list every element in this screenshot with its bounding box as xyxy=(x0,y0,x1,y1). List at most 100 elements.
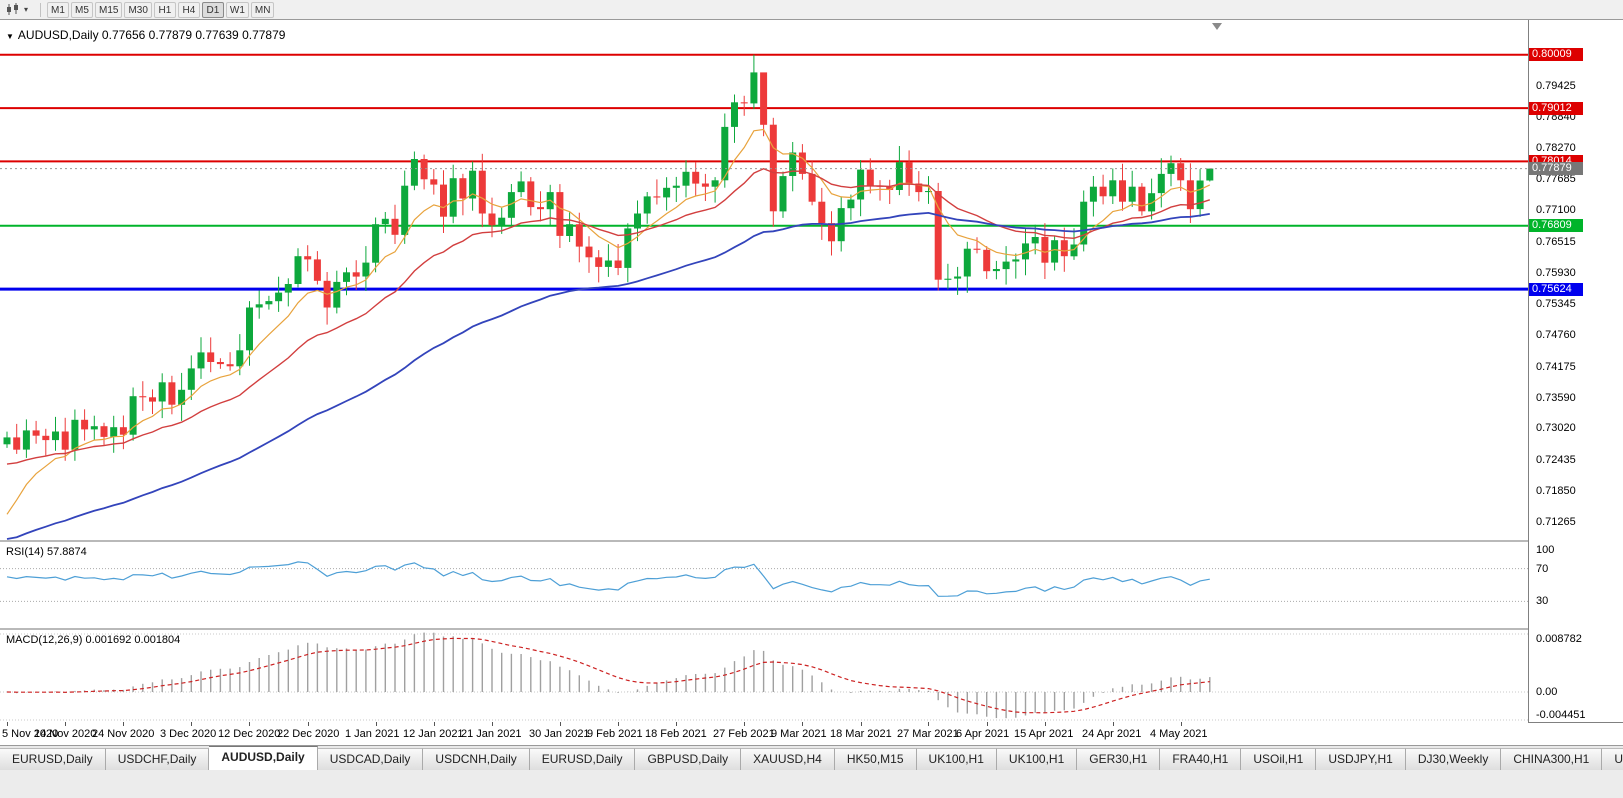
rsi-indicator-pane[interactable] xyxy=(0,542,1528,628)
macd-label: MACD(12,26,9) 0.001692 0.001804 xyxy=(6,634,181,646)
price-tick-label: 0.76515 xyxy=(1536,236,1576,248)
chart-tab[interactable]: EURUSD,Daily xyxy=(529,748,636,770)
date-tick-mark xyxy=(744,722,745,726)
rsi-tick-label: 100 xyxy=(1536,544,1555,556)
timeframe-button-mn[interactable]: MN xyxy=(250,1,275,18)
date-tick-label: 27 Feb 2021 xyxy=(713,728,775,740)
macd-indicator-pane[interactable] xyxy=(0,630,1528,722)
chart-tab[interactable]: USDCHF,Daily xyxy=(105,748,210,770)
date-tick-mark xyxy=(249,722,250,726)
chart-tab[interactable]: USDCAD,Daily xyxy=(317,748,424,770)
pane-splitter[interactable] xyxy=(0,628,1623,630)
date-tick-mark xyxy=(65,722,66,726)
date-tick-mark xyxy=(308,722,309,726)
symbol-ohlc-text: AUDUSD,Daily 0.77656 0.77879 0.77639 0.7… xyxy=(17,28,286,42)
toolbar: ▾ M1 M5 M15 M30 H1 H4 D1 W1 MN xyxy=(0,0,1623,20)
chart-tab-bar: EURUSD,Daily USDCHF,Daily AUDUSD,Daily USDC… xyxy=(0,745,1623,770)
symbol-dropdown-icon[interactable]: ▼ xyxy=(6,32,14,41)
rsi-tick-label: 70 xyxy=(1536,563,1549,575)
resistance-price-badge: 0.79012 xyxy=(1529,102,1583,115)
candles xyxy=(3,54,1214,461)
date-tick-mark xyxy=(434,722,435,726)
chart-shift-marker[interactable] xyxy=(1212,23,1222,30)
date-tick-mark xyxy=(7,722,8,726)
date-tick-label: 22 Dec 2020 xyxy=(277,728,340,740)
date-tick-label: 6 Apr 2021 xyxy=(956,728,1010,740)
date-tick-mark xyxy=(1045,722,1046,726)
date-tick-label: 9 Feb 2021 xyxy=(587,728,643,740)
rsi-label: RSI(14) 57.8874 xyxy=(6,546,87,558)
chart-tab[interactable]: EURUSD,Daily xyxy=(0,748,106,770)
timeframe-button-m5[interactable]: M5 xyxy=(71,1,93,18)
date-tick-label: 21 Jan 2021 xyxy=(461,728,522,740)
toolbar-separator xyxy=(40,2,41,17)
chart-tab[interactable]: DJ30,Weekly xyxy=(1405,748,1502,770)
date-tick-mark xyxy=(1113,722,1114,726)
price-tick-label: 0.79425 xyxy=(1536,80,1576,92)
date-tick-mark xyxy=(123,722,124,726)
current-price-badge: 0.77879 xyxy=(1529,162,1583,175)
chart-tab[interactable]: UK100,H1 xyxy=(996,748,1078,770)
price-tick-label: 0.75345 xyxy=(1536,298,1576,310)
chart-tab[interactable]: UK100,H1 xyxy=(916,748,997,770)
date-tick-label: 18 Mar 2021 xyxy=(830,728,892,740)
chart-tab[interactable]: CHINA300,H1 xyxy=(1501,748,1603,770)
date-tick-mark xyxy=(676,722,677,726)
timeframe-button-h1[interactable]: H1 xyxy=(153,1,176,18)
price-tick-label: 0.74175 xyxy=(1536,361,1576,373)
date-tick-mark xyxy=(191,722,192,726)
timeframe-button-m1[interactable]: M1 xyxy=(47,1,69,18)
support-price-badge: 0.75624 xyxy=(1529,283,1583,296)
price-tick-label: 0.75930 xyxy=(1536,267,1576,279)
date-tick-label: 14 Nov 2020 xyxy=(34,728,97,740)
chart-tab[interactable]: U xyxy=(1602,748,1623,770)
date-tick-label: 30 Jan 2021 xyxy=(529,728,590,740)
chart-tab[interactable]: HK50,M15 xyxy=(834,748,917,770)
macd-tick-label: 0.008782 xyxy=(1536,633,1582,645)
date-tick-label: 1 Jan 2021 xyxy=(345,728,400,740)
price-tick-label: 0.77685 xyxy=(1536,173,1576,185)
date-tick-label: 3 Dec 2020 xyxy=(160,728,217,740)
pane-splitter[interactable] xyxy=(0,540,1623,542)
date-tick-label: 12 Dec 2020 xyxy=(218,728,281,740)
chart-tab[interactable]: USDCNH,Daily xyxy=(423,748,530,770)
date-tick-mark xyxy=(861,722,862,726)
date-tick-label: 9 Mar 2021 xyxy=(771,728,827,740)
date-tick-label: 24 Nov 2020 xyxy=(92,728,155,740)
price-chart-pane[interactable] xyxy=(0,20,1528,540)
chart-dropdown-icon[interactable]: ▾ xyxy=(24,5,29,14)
ma-mid-line xyxy=(6,167,1211,465)
price-tick-label: 0.71850 xyxy=(1536,485,1576,497)
ma-fast-line xyxy=(6,128,1211,515)
date-tick-mark xyxy=(376,722,377,726)
timeframe-button-d1[interactable]: D1 xyxy=(201,1,224,18)
macd-tick-label: -0.004451 xyxy=(1536,709,1586,721)
time-axis[interactable]: 5 Nov 2020 14 Nov 2020 24 Nov 2020 3 Dec 20… xyxy=(0,722,1528,745)
chart-tab[interactable]: GBPUSD,Daily xyxy=(635,748,742,770)
price-tick-label: 0.77100 xyxy=(1536,204,1576,216)
date-tick-mark xyxy=(1181,722,1182,726)
chart-tab[interactable]: AUDUSD,Daily xyxy=(209,746,318,770)
chart-tab[interactable]: XAUUSD,H4 xyxy=(741,748,835,770)
price-tick-label: 0.71265 xyxy=(1536,516,1576,528)
chart-tab[interactable]: USOil,H1 xyxy=(1241,748,1317,770)
price-tick-label: 0.73020 xyxy=(1536,422,1576,434)
macd-tick-label: 0.00 xyxy=(1536,686,1558,698)
rsi-line xyxy=(6,561,1210,597)
date-tick-mark xyxy=(492,722,493,726)
timeframe-button-m15[interactable]: M15 xyxy=(95,1,123,18)
timeframe-button-h4[interactable]: H4 xyxy=(177,1,200,18)
price-tick-label: 0.72435 xyxy=(1536,454,1576,466)
chart-type-icon[interactable] xyxy=(4,2,22,18)
price-tick-label: 0.73590 xyxy=(1536,392,1576,404)
timeframe-button-m30[interactable]: M30 xyxy=(124,1,152,18)
rsi-tick-label: 30 xyxy=(1536,595,1549,607)
price-tick-label: 0.78270 xyxy=(1536,142,1576,154)
date-tick-label: 12 Jan 2021 xyxy=(403,728,464,740)
timeframe-button-w1[interactable]: W1 xyxy=(225,1,249,18)
price-axis[interactable]: 0.79425 0.78840 0.78270 0.77685 0.77100 0.765… xyxy=(1528,20,1623,722)
chart-tab[interactable]: FRA40,H1 xyxy=(1160,748,1242,770)
resistance-price-badge: 0.80009 xyxy=(1529,48,1583,61)
chart-tab[interactable]: GER30,H1 xyxy=(1077,748,1161,770)
chart-tab[interactable]: USDJPY,H1 xyxy=(1316,748,1406,770)
